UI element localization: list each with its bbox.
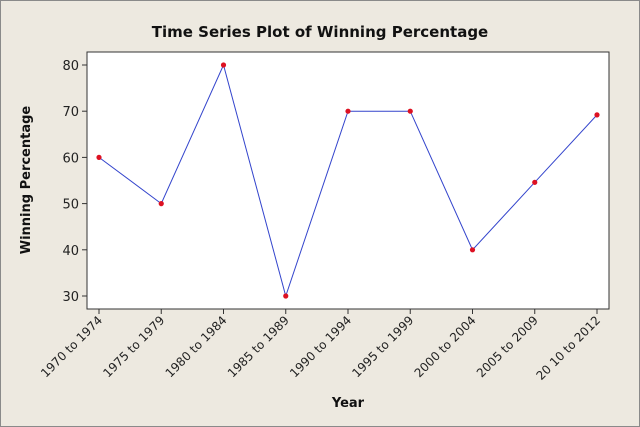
data-point <box>220 62 227 68</box>
data-point <box>283 293 289 299</box>
data-point <box>532 179 538 185</box>
chart-title: Time Series Plot of Winning Percentage <box>152 23 488 41</box>
data-point <box>158 201 164 207</box>
data-point <box>594 112 600 118</box>
y-tick-label: 40 <box>62 244 79 259</box>
x-axis-label: Year <box>331 396 365 411</box>
y-tick-label: 70 <box>62 105 79 120</box>
y-tick-label: 30 <box>62 290 79 305</box>
data-point <box>345 108 351 114</box>
data-point <box>469 247 476 253</box>
y-tick-label: 50 <box>62 198 79 213</box>
data-point <box>96 154 102 160</box>
y-tick-label: 80 <box>62 59 79 74</box>
data-point <box>407 108 413 114</box>
y-tick-label: 60 <box>62 151 79 166</box>
plot-area <box>86 51 610 310</box>
y-axis-label: Winning Percentage <box>19 106 34 255</box>
